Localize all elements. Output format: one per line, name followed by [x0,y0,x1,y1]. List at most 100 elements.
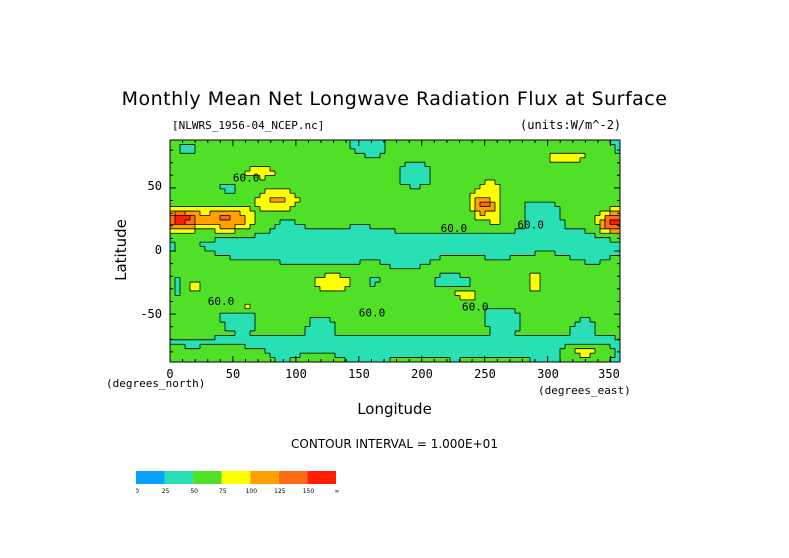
heatmap-cell [445,224,451,230]
heatmap-cell [600,157,606,163]
heatmap-cell [500,348,506,354]
heatmap-cell [455,357,461,363]
heatmap-cell [500,140,506,145]
heatmap-cell [580,193,586,199]
heatmap-cell [520,339,526,345]
heatmap-cell [435,290,441,296]
heatmap-cell [220,246,226,252]
heatmap-cell [470,188,476,194]
heatmap-cell [210,179,216,185]
heatmap-cell [490,157,496,163]
heatmap-cell [585,335,591,341]
heatmap-cell [435,251,441,256]
heatmap-cell [495,313,501,318]
heatmap-cell [430,184,436,190]
heatmap-cell [575,219,581,225]
heatmap-cell [205,206,211,212]
heatmap-cell [190,290,196,296]
heatmap-cell [200,157,206,163]
heatmap-cell [430,290,436,296]
heatmap-cell [615,259,621,265]
heatmap-cell [465,348,471,354]
heatmap-cell [325,322,331,327]
heatmap-cell [530,175,536,181]
heatmap-cell [250,326,256,332]
heatmap-cell [510,148,516,154]
heatmap-cell [200,237,206,243]
heatmap-cell [605,162,611,168]
heatmap-cell [345,188,351,194]
heatmap-cell [545,206,551,212]
heatmap-cell [335,242,341,247]
heatmap-cell [310,251,316,256]
heatmap-cell [495,290,501,296]
heatmap-cell [350,224,356,230]
heatmap-cell [315,259,321,265]
heatmap-cell [305,228,311,234]
heatmap-cell [615,228,621,234]
heatmap-cell [220,157,226,163]
heatmap-cell [390,268,396,274]
heatmap-cell [580,140,586,145]
heatmap-cell [470,219,476,225]
heatmap-cell [430,175,436,181]
heatmap-cell [255,286,261,292]
heatmap-cell [390,326,396,332]
heatmap-cell [440,330,446,336]
heatmap-cell [555,299,561,305]
heatmap-cell [345,175,351,181]
heatmap-cell [225,202,231,207]
heatmap-cell [195,242,201,247]
heatmap-cell [305,251,311,256]
heatmap-cell [380,264,386,270]
heatmap-cell [580,353,586,358]
heatmap-cell [495,295,501,301]
heatmap-cell [320,157,326,163]
heatmap-cell [590,353,596,358]
heatmap-cell [350,308,356,314]
heatmap-cell [535,242,541,247]
heatmap-cell [315,348,321,354]
heatmap-cell [175,184,181,190]
heatmap-cell [375,242,381,247]
heatmap-cell [350,193,356,199]
heatmap-cell [245,308,251,314]
heatmap-cell [290,184,296,190]
heatmap-cell [265,313,271,318]
heatmap-cell [440,353,446,358]
heatmap-cell [425,353,431,358]
contour-label: 60.0 [208,295,235,308]
heatmap-cell [295,224,301,230]
heatmap-cell [450,313,456,318]
heatmap-cell [600,197,606,203]
heatmap-cell [325,264,331,270]
heatmap-cell [280,259,286,265]
heatmap-cell [515,255,521,261]
heatmap-cell [210,286,216,292]
heatmap-cell [545,211,551,216]
heatmap-cell [595,228,601,234]
heatmap-cell [535,224,541,230]
heatmap-cell [520,153,526,159]
heatmap-cell [445,246,451,252]
heatmap-cell [515,153,521,159]
heatmap-cell [375,175,381,181]
heatmap-cell [180,188,186,194]
heatmap-cell [355,304,361,310]
heatmap-cell [305,264,311,270]
heatmap-cell [530,246,536,252]
heatmap-cell [455,211,461,216]
heatmap-cell [510,322,516,327]
heatmap-cell [290,193,296,199]
heatmap-cell [430,313,436,318]
heatmap-cell [330,246,336,252]
heatmap-cell [360,268,366,274]
heatmap-cell [195,339,201,345]
heatmap-cell [275,295,281,301]
heatmap-cell [465,304,471,310]
heatmap-cell [300,317,306,323]
heatmap-cell [370,344,376,350]
heatmap-cell [575,157,581,163]
heatmap-cell [465,339,471,345]
heatmap-cell [310,166,316,172]
